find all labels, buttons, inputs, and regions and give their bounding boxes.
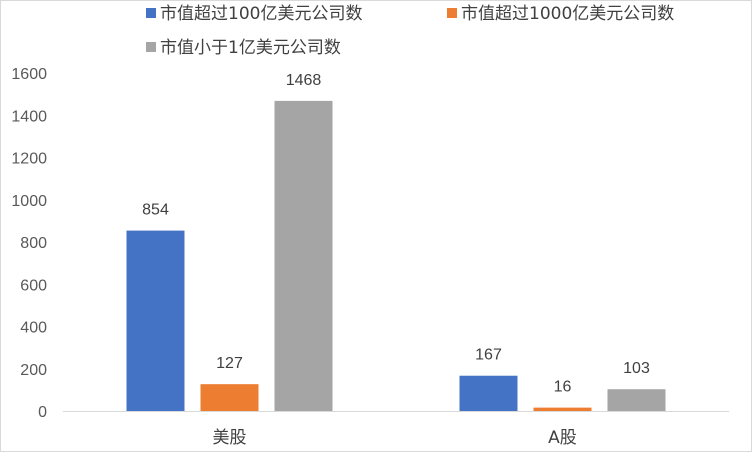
- y-tick-label: 1600: [11, 66, 47, 83]
- data-label: 103: [623, 360, 650, 377]
- y-tick-label: 800: [20, 235, 47, 252]
- legend-swatch: [146, 42, 156, 52]
- data-labels: 854 127 1468 167 16 103: [142, 72, 650, 396]
- legend-label: 市值超过100亿美元公司数: [160, 4, 362, 24]
- y-tick-label: 200: [20, 362, 47, 379]
- legend-label: 市值超过1000亿美元公司数: [461, 4, 674, 24]
- y-tick-label: 0: [38, 404, 47, 421]
- bar: [200, 384, 259, 411]
- x-axis: 美股 A股: [213, 428, 577, 448]
- x-tick-label: A股: [548, 428, 577, 448]
- bars: [126, 100, 666, 411]
- x-tick-label: 美股: [213, 428, 247, 448]
- y-tick-label: 1400: [11, 108, 47, 125]
- y-axis: 0 200 400 600 800 1000 1200 1400 1600: [11, 66, 47, 421]
- bar: [126, 230, 185, 411]
- legend-swatch: [146, 8, 156, 18]
- y-tick-label: 400: [20, 320, 47, 337]
- data-label: 16: [554, 379, 572, 396]
- y-tick-label: 1000: [11, 193, 47, 210]
- data-label: 127: [216, 355, 243, 372]
- data-label: 854: [142, 202, 169, 219]
- bar: [533, 407, 592, 411]
- bar: [459, 375, 518, 411]
- y-tick-label: 1200: [11, 151, 47, 168]
- bar: [274, 100, 333, 411]
- legend-label: 市值小于1亿美元公司数: [160, 38, 341, 58]
- y-tick-label: 600: [20, 277, 47, 294]
- legend-swatch: [447, 8, 457, 18]
- data-label: 167: [475, 347, 502, 364]
- bar: [607, 389, 666, 411]
- data-label: 1468: [286, 72, 322, 89]
